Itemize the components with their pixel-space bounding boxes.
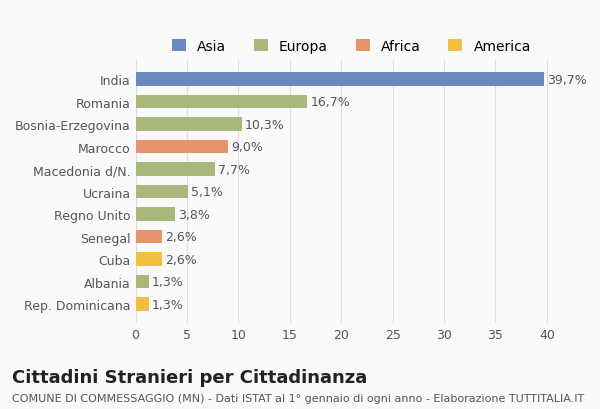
Bar <box>136 275 149 289</box>
Text: 1,3%: 1,3% <box>152 276 184 288</box>
Bar <box>136 163 215 176</box>
Bar <box>136 73 544 87</box>
Bar <box>136 118 242 132</box>
Text: 39,7%: 39,7% <box>547 73 587 86</box>
Text: 3,8%: 3,8% <box>178 208 209 221</box>
Text: 2,6%: 2,6% <box>166 231 197 243</box>
Bar <box>136 230 163 244</box>
Text: COMUNE DI COMMESSAGGIO (MN) - Dati ISTAT al 1° gennaio di ogni anno - Elaborazio: COMUNE DI COMMESSAGGIO (MN) - Dati ISTAT… <box>12 393 584 402</box>
Bar <box>136 298 149 311</box>
Text: 16,7%: 16,7% <box>310 96 350 109</box>
Bar <box>136 96 307 109</box>
Text: 5,1%: 5,1% <box>191 186 223 199</box>
Text: 1,3%: 1,3% <box>152 298 184 311</box>
Text: 10,3%: 10,3% <box>245 118 284 131</box>
Text: 7,7%: 7,7% <box>218 163 250 176</box>
Bar <box>136 185 188 199</box>
Bar <box>136 141 228 154</box>
Legend: Asia, Europa, Africa, America: Asia, Europa, Africa, America <box>167 34 536 59</box>
Text: 9,0%: 9,0% <box>231 141 263 154</box>
Text: 2,6%: 2,6% <box>166 253 197 266</box>
Text: Cittadini Stranieri per Cittadinanza: Cittadini Stranieri per Cittadinanza <box>12 368 367 386</box>
Bar <box>136 253 163 266</box>
Bar <box>136 208 175 221</box>
